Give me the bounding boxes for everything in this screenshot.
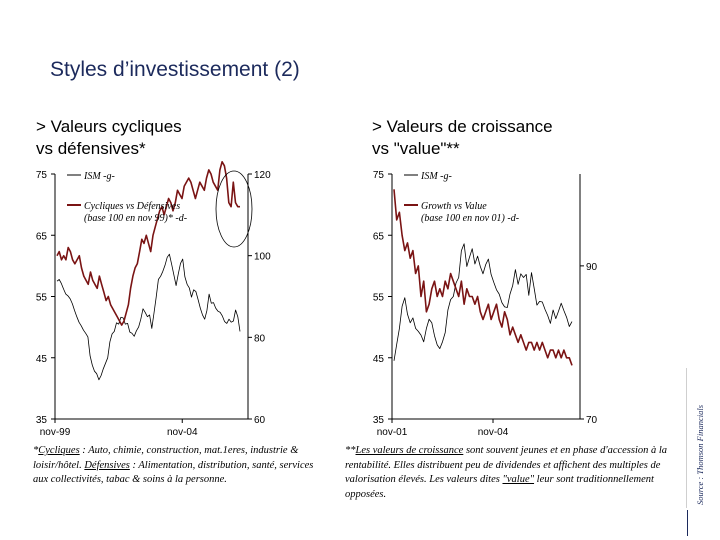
legend-label-ism: ISM -g- <box>83 171 115 182</box>
y-left-tick-label: 65 <box>373 231 385 242</box>
right-chart-subtitle: > Valeurs de croissance vs "value"** <box>372 116 632 160</box>
left-footnote: *Cycliques : Auto, chimie, construction,… <box>33 444 325 488</box>
legend-label-ratio-line1: Cycliques vs Défensives <box>84 201 180 212</box>
series-line-ism <box>393 243 573 361</box>
left-note-cycliques: Cycliques <box>38 445 80 456</box>
right-note-growth: Les valeurs de croissance <box>355 445 464 456</box>
series-line-ism <box>56 253 241 381</box>
legend-label-ratio-line2: (base 100 en nov 01) -d- <box>421 213 519 224</box>
y-left-tick-label: 35 <box>36 415 48 426</box>
y-right-tick-label: 70 <box>586 415 598 426</box>
y-right-tick-label: 100 <box>254 252 271 263</box>
y-left-tick-label: 75 <box>36 170 48 181</box>
right-subtitle-line1: > Valeurs de croissance <box>372 117 553 136</box>
legend-label-ism: ISM -g- <box>420 171 452 182</box>
right-footnote: **Les valeurs de croissance sont souvent… <box>345 444 675 502</box>
series-line-ratio <box>56 161 240 326</box>
annotation-circle <box>215 170 253 248</box>
right-note-text2: leur sont traditionnellement opposées. <box>345 474 654 500</box>
y-left-tick-label: 45 <box>36 354 48 365</box>
x-tick-label: nov-99 <box>40 427 71 438</box>
y-left-tick-label: 55 <box>373 293 385 304</box>
y-left-tick-label: 55 <box>36 293 48 304</box>
x-tick-label: nov-01 <box>377 427 408 438</box>
y-right-tick-label: 80 <box>254 333 266 344</box>
side-divider <box>686 368 687 508</box>
left-chart-subtitle: > Valeurs cycliques vs défensives* <box>36 116 296 160</box>
left-note-text1: : Auto, chimie, construction, mat.1eres,… <box>33 445 299 471</box>
side-rule <box>687 510 688 536</box>
right-note-text1: sont souvent jeunes et en phase d'access… <box>345 445 668 485</box>
right-note-star: ** <box>345 445 356 456</box>
legend-label-ratio-line2: (base 100 en nov 99)* -d- <box>84 213 187 224</box>
left-note-defensives: Défensives <box>84 459 130 471</box>
y-right-tick-label: 120 <box>254 170 271 181</box>
x-tick-label: nov-04 <box>478 427 509 438</box>
left-note-star: * <box>33 445 39 456</box>
left-subtitle-line1: > Valeurs cycliques <box>36 117 182 136</box>
right-subtitle-line2: vs "value"** <box>372 139 460 158</box>
y-right-tick-label: 60 <box>254 415 266 426</box>
source-label: Source : Thomson Financials <box>695 404 705 505</box>
y-left-tick-label: 35 <box>373 415 385 426</box>
page-title: Styles d’investissement (2) <box>50 58 300 81</box>
y-left-tick-label: 45 <box>373 354 385 365</box>
series-line-ratio <box>393 189 573 366</box>
left-subtitle-line2: vs défensives* <box>36 139 146 158</box>
left-note-text2: : Alimentation, distribution, santé, ser… <box>33 459 314 486</box>
y-left-tick-label: 75 <box>373 170 385 181</box>
y-left-tick-label: 65 <box>36 231 48 242</box>
x-tick-label: nov-04 <box>167 427 198 438</box>
y-right-tick-label: 90 <box>586 262 598 273</box>
right-note-value: "value" <box>502 474 535 485</box>
legend-label-ratio-line1: Growth vs Value <box>421 201 487 212</box>
